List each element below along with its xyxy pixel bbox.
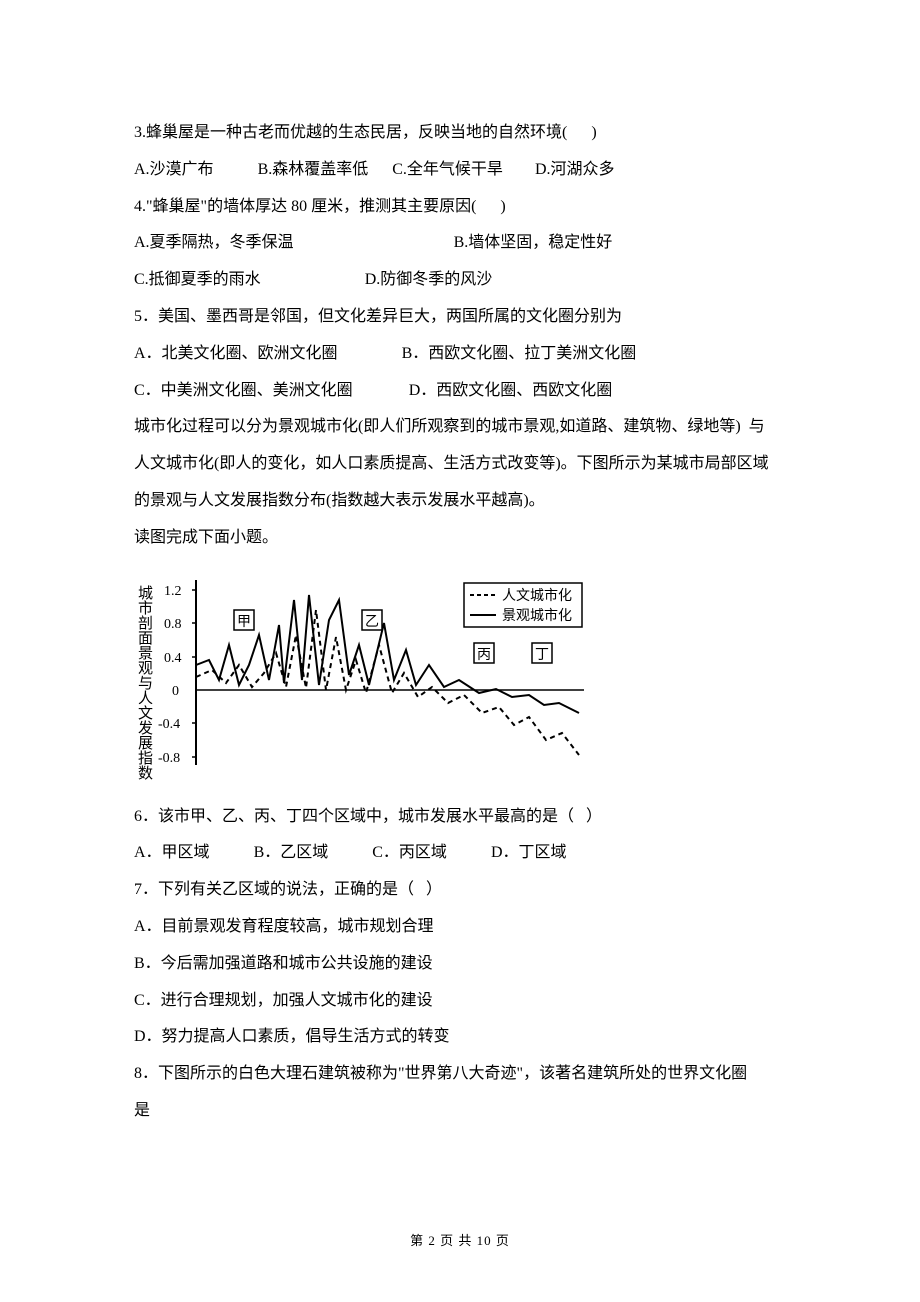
q6-D: D．丁区域 bbox=[491, 844, 567, 861]
q5-D: D．西欧文化圈、西欧文化圈 bbox=[409, 382, 613, 399]
q4-A: A.夏季隔热，冬季保温 bbox=[134, 234, 294, 251]
q3-stem: 3.蜂巢屋是一种古老而优越的生态民居，反映当地的自然环境( ) bbox=[134, 115, 790, 152]
q5-options-row2: C．中美洲文化圈、美洲文化圈 D．西欧文化圈、西欧文化圈 bbox=[134, 373, 790, 410]
marker-ding: 丁 bbox=[535, 648, 549, 663]
q4-options-row2: C.抵御夏季的雨水 D.防御冬季的风沙 bbox=[134, 262, 790, 299]
q4-options-row1: A.夏季隔热，冬季保温 B.墙体坚固，稳定性好 bbox=[134, 225, 790, 262]
legend-solid: 景观城市化 bbox=[502, 607, 572, 624]
q6-B: B．乙区域 bbox=[254, 844, 329, 861]
q7-D: D．努力提高人口素质，倡导生活方式的转变 bbox=[134, 1019, 790, 1056]
q6-A: A．甲区域 bbox=[134, 844, 210, 861]
q3-A: A.沙漠广布 bbox=[134, 161, 214, 178]
q3-D: D.河湖众多 bbox=[535, 161, 615, 178]
q4-B: B.墙体坚固，稳定性好 bbox=[454, 234, 613, 251]
legend-dashed: 人文城市化 bbox=[502, 587, 572, 604]
exam-page: 3.蜂巢屋是一种古老而优越的生态民居，反映当地的自然环境( ) A.沙漠广布 B… bbox=[0, 0, 920, 1302]
q7-B: B．今后需加强道路和城市公共设施的建设 bbox=[134, 946, 790, 983]
q5-stem: 5．美国、墨西哥是邻国，但文化差异巨大，两国所属的文化圈分别为 bbox=[134, 299, 790, 336]
passage-line4: 读图完成下面小题。 bbox=[134, 520, 790, 557]
q4-D: D.防御冬季的风沙 bbox=[365, 271, 493, 288]
q8-line1: 8．下图所示的白色大理石建筑被称为"世界第八大奇迹"，该著名建筑所处的世界文化圈 bbox=[134, 1056, 790, 1093]
y-axis-label: 城市剖面景观与人文发展指数 bbox=[136, 585, 153, 780]
passage-line3: 的景观与人文发展指数分布(指数越大表示发展水平越高)。 bbox=[134, 483, 790, 520]
q6-options-row: A．甲区域 B．乙区域 C．丙区域 D．丁区域 bbox=[134, 835, 790, 872]
ytick-1: 1.2 bbox=[164, 584, 182, 599]
q8-line2: 是 bbox=[134, 1093, 790, 1130]
q7-stem: 7．下列有关乙区域的说法，正确的是（ ） bbox=[134, 872, 790, 909]
q6-C: C．丙区域 bbox=[372, 844, 447, 861]
q5-B: B．西欧文化圈、拉丁美洲文化圈 bbox=[402, 345, 637, 362]
passage-line2: 人文城市化(即人的变化，如人口素质提高、生活方式改变等)。下图所示为某城市局部区… bbox=[134, 446, 790, 483]
q7-A: A．目前景观发育程度较高，城市规划合理 bbox=[134, 909, 790, 946]
marker-jia: 甲 bbox=[237, 615, 251, 630]
q5-A: A．北美文化圈、欧洲文化圈 bbox=[134, 345, 338, 362]
ytick-6: -0.8 bbox=[158, 751, 180, 766]
q3-C: C.全年气候干旱 bbox=[392, 161, 503, 178]
q6-stem: 6．该市甲、乙、丙、丁四个区域中，城市发展水平最高的是（ ） bbox=[134, 799, 790, 836]
marker-bing: 丙 bbox=[477, 648, 491, 663]
ytick-4: 0 bbox=[172, 684, 179, 699]
q3-B: B.森林覆盖率低 bbox=[258, 161, 369, 178]
q7-C: C．进行合理规划，加强人文城市化的建设 bbox=[134, 983, 790, 1020]
chart-container: 城市剖面景观与人文发展指数 1.2 0.8 0.4 0 -0.4 -0.8 人文… bbox=[134, 565, 790, 795]
q3-options-row: A.沙漠广布 B.森林覆盖率低 C.全年气候干旱 D.河湖众多 bbox=[134, 152, 790, 189]
q5-C: C．中美洲文化圈、美洲文化圈 bbox=[134, 382, 353, 399]
ytick-2: 0.8 bbox=[164, 617, 182, 632]
urbanization-chart: 城市剖面景观与人文发展指数 1.2 0.8 0.4 0 -0.4 -0.8 人文… bbox=[134, 565, 594, 795]
passage-line1: 城市化过程可以分为景观城市化(即人们所观察到的城市景观,如道路、建筑物、绿地等)… bbox=[134, 409, 790, 446]
q4-C: C.抵御夏季的雨水 bbox=[134, 271, 261, 288]
marker-yi: 乙 bbox=[365, 614, 379, 630]
page-footer: 第 2 页 共 10 页 bbox=[0, 1226, 920, 1256]
ytick-3: 0.4 bbox=[164, 651, 182, 666]
q4-stem: 4."蜂巢屋"的墙体厚达 80 厘米，推测其主要原因( ) bbox=[134, 189, 790, 226]
ytick-5: -0.4 bbox=[158, 717, 180, 732]
q5-options-row1: A．北美文化圈、欧洲文化圈 B．西欧文化圈、拉丁美洲文化圈 bbox=[134, 336, 790, 373]
